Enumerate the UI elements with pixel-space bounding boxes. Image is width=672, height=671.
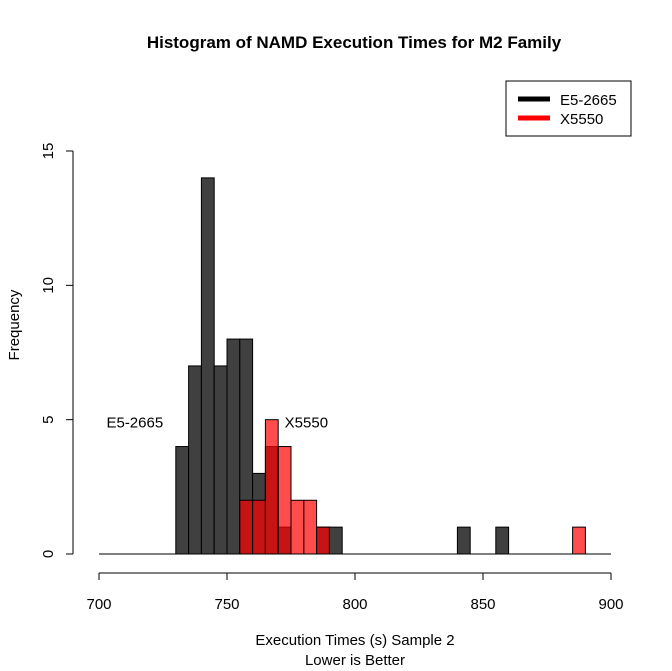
bar-x5550-885 [572,526,586,555]
annotation-e5-2665: E5-2665 [106,414,163,431]
bar-e5-2665-840 [456,526,471,555]
x-axis-label-line1: Execution Times (s) Sample 2 [255,632,454,649]
y-axis-label: Frequency [6,289,23,360]
bar-x5550-775 [290,499,305,555]
y-tick-label: 15 [40,143,57,160]
legend-box [505,80,632,137]
bar-e5-2665-730 [175,446,190,555]
bar-x5550-755 [239,499,254,555]
bar-e5-2665-750 [226,338,241,555]
bars-layer [99,177,611,555]
x-axis-ticks: 700 750 800 850 900 [86,573,624,613]
bar-x5550-765 [264,419,279,555]
x-tick-label: 700 [86,596,111,613]
bar-x5550-770 [277,446,292,555]
chart-title: Histogram of NAMD Execution Times for M2… [147,33,562,52]
bar-e5-2665-745 [213,365,228,555]
x-tick-label: 750 [214,596,239,613]
bar-x5550-760 [252,499,266,555]
legend-label-e5-2665: E5-2665 [560,92,617,109]
x-axis-label-line2: Lower is Better [305,652,405,669]
bar-x5550-785 [316,526,330,555]
x-tick-label: 900 [598,596,623,613]
y-tick-label: 0 [40,550,57,558]
y-tick-label: 5 [40,415,57,423]
y-axis-ticks: 0 5 10 15 [40,143,73,558]
legend-label-x5550: X5550 [560,111,603,128]
bar-e5-2665-790 [328,526,343,555]
y-tick-label: 10 [40,277,57,294]
annotations-layer: E5-2665 X5550 [106,414,328,431]
bar-x5550-780 [303,499,318,555]
legend: E5-2665 X5550 [505,80,632,137]
annotation-x5550: X5550 [285,414,328,431]
x-tick-label: 800 [342,596,367,613]
bar-e5-2665-735 [188,365,202,555]
bar-e5-2665-855 [495,526,510,555]
bar-e5-2665-740 [200,177,215,555]
x-tick-label: 850 [470,596,495,613]
